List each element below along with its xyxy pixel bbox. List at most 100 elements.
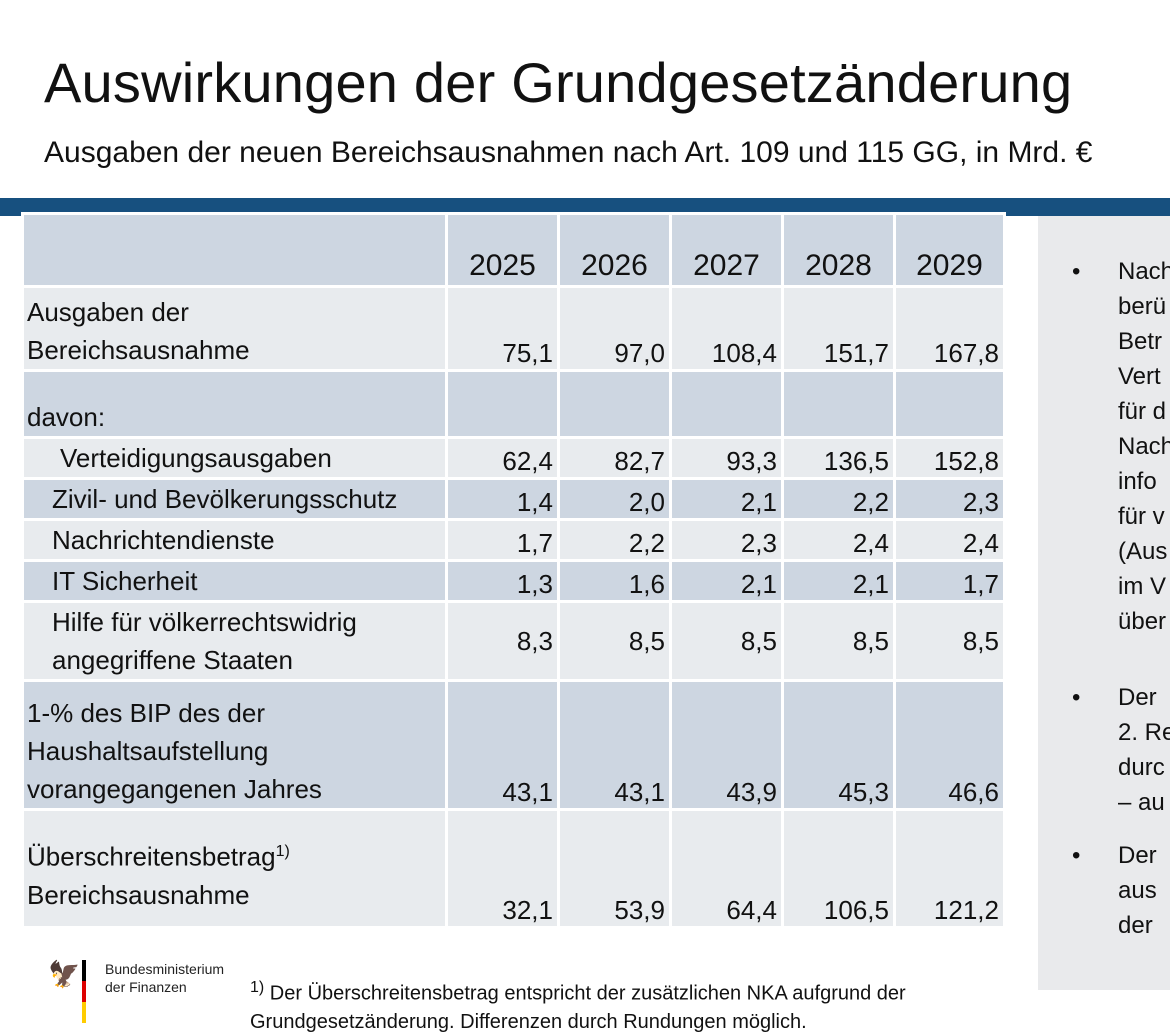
row-label-line: Hilfe für völkerrechtswidrig	[52, 607, 357, 637]
ministry-name: Bundesministerium der Finanzen	[105, 960, 224, 996]
value-cell	[669, 369, 784, 439]
value-cell: 8,5	[781, 600, 896, 682]
value-cell	[557, 369, 672, 439]
expenditure-table: 2025 2026 2027 2028 2029 Ausgaben der Be…	[21, 212, 1006, 929]
value-cell: 2,1	[669, 477, 784, 521]
side-line: (Aus	[1118, 538, 1168, 565]
value-cell: 62,4	[445, 436, 560, 480]
bullet-glyph: •	[1072, 258, 1081, 285]
value-cell: 93,3	[669, 436, 784, 480]
value-cell: 43,1	[557, 679, 672, 811]
footnote-line: Der Überschreitensbetrag entspricht der …	[264, 982, 906, 1005]
row-label-line: vorangegangenen Jahres	[27, 774, 322, 804]
value-cell: 2,1	[669, 559, 784, 603]
value-cell: 152,8	[893, 436, 1006, 480]
side-line: für d	[1118, 398, 1167, 425]
value-cell: 2,2	[781, 477, 896, 521]
value-cell: 1,3	[445, 559, 560, 603]
footnote: 1) Der Überschreitensbetrag entspricht d…	[250, 974, 906, 1036]
side-line: Nach	[1118, 258, 1170, 285]
year-2027: 2027	[669, 212, 784, 288]
side-line: durc	[1118, 754, 1165, 781]
value-cell: 64,4	[669, 808, 784, 929]
value-cell: 8,5	[893, 600, 1006, 682]
row-label-line: Ausgaben der	[27, 297, 189, 327]
row-label-line: Bereichsausnahme	[27, 335, 250, 365]
value-cell: 97,0	[557, 285, 672, 372]
value-cell: 136,5	[781, 436, 896, 480]
eagle-icon: 🦅	[48, 959, 81, 989]
year-2025: 2025	[445, 212, 560, 288]
table-row: Hilfe für völkerrechtswidrig angegriffen…	[21, 600, 1006, 682]
side-line: Der	[1118, 684, 1157, 711]
value-cell: 8,5	[557, 600, 672, 682]
value-cell	[445, 369, 560, 439]
value-cell: 1,6	[557, 559, 672, 603]
value-cell: 43,9	[669, 679, 784, 811]
value-cell: 1,4	[445, 477, 560, 521]
bullet-glyph: •	[1072, 842, 1081, 869]
row-label-line: Überschreitensbetrag	[27, 841, 276, 872]
table-header-row: 2025 2026 2027 2028 2029	[21, 212, 1006, 288]
flag-black	[82, 960, 86, 981]
page-subtitle: Ausgaben der neuen Bereichsausnahmen nac…	[44, 136, 1093, 169]
side-line: über	[1118, 608, 1167, 635]
year-2026: 2026	[557, 212, 672, 288]
footnote-marker: 1)	[275, 843, 290, 860]
side-line: berü	[1118, 293, 1167, 320]
row-label-line: Haushaltsaufstellung	[27, 736, 269, 766]
side-line: – au	[1118, 789, 1165, 816]
header-empty-cell	[21, 212, 448, 288]
side-line: aus	[1118, 877, 1157, 904]
value-cell: 2,3	[893, 477, 1006, 521]
value-cell: 2,4	[893, 518, 1006, 562]
table-row: IT Sicherheit 1,3 1,6 2,1 2,1 1,7	[21, 559, 1006, 603]
value-cell: 151,7	[781, 285, 896, 372]
row-label-line: Bereichsausnahme	[27, 879, 250, 910]
value-cell: 82,7	[557, 436, 672, 480]
table-row: Ausgaben der Bereichsausnahme 75,1 97,0 …	[21, 285, 1006, 372]
row-label: Zivil- und Bevölkerungsschutz	[21, 477, 448, 521]
value-cell: 2,2	[557, 518, 672, 562]
side-line: Vert	[1118, 363, 1161, 390]
table-row: davon:	[21, 369, 1006, 439]
value-cell: 8,3	[445, 600, 560, 682]
value-cell: 1,7	[893, 559, 1006, 603]
accent-bar	[0, 198, 1170, 216]
table-row: Zivil- und Bevölkerungsschutz 1,4 2,0 2,…	[21, 477, 1006, 521]
value-cell: 8,5	[669, 600, 784, 682]
side-line: 2. Re	[1118, 719, 1170, 746]
side-text-panel: • Nach berü Betr Vert für d Nach info fü…	[1038, 216, 1170, 990]
value-cell: 32,1	[445, 808, 560, 929]
bullet-glyph: •	[1072, 684, 1081, 711]
value-cell: 53,9	[557, 808, 672, 929]
flag-red	[82, 981, 86, 1002]
value-cell: 167,8	[893, 285, 1006, 372]
value-cell: 45,3	[781, 679, 896, 811]
row-label: Überschreitensbetrag1) Bereichsausnahme	[21, 808, 448, 929]
flag-gold	[82, 1002, 86, 1023]
page-title: Auswirkungen der Grundgesetzänderung	[44, 51, 1073, 114]
row-label-line: 1-% des BIP des der	[27, 698, 265, 728]
table-row: Verteidigungsausgaben 62,4 82,7 93,3 136…	[21, 436, 1006, 480]
table-row: 1-% des BIP des der Haushaltsaufstellung…	[21, 679, 1006, 811]
table-row: Nachrichtendienste 1,7 2,2 2,3 2,4 2,4	[21, 518, 1006, 562]
side-line: für v	[1118, 503, 1165, 530]
value-cell: 2,3	[669, 518, 784, 562]
value-cell: 2,4	[781, 518, 896, 562]
value-cell: 43,1	[445, 679, 560, 811]
side-line: Der	[1118, 842, 1157, 869]
value-cell	[781, 369, 896, 439]
row-label-line: angegriffene Staaten	[52, 645, 293, 675]
value-cell: 2,1	[781, 559, 896, 603]
ministry-line: Bundesministerium	[105, 961, 225, 977]
table-row: Überschreitensbetrag1) Bereichsausnahme …	[21, 808, 1006, 929]
value-cell: 46,6	[893, 679, 1006, 811]
row-label: IT Sicherheit	[21, 559, 448, 603]
side-line: Nach	[1118, 433, 1170, 460]
year-2029: 2029	[893, 212, 1006, 288]
row-label: Verteidigungsausgaben	[21, 436, 448, 480]
row-label: davon:	[21, 369, 448, 439]
footnote-line: Grundgesetzänderung. Differenzen durch R…	[250, 1010, 807, 1033]
value-cell: 121,2	[893, 808, 1006, 929]
